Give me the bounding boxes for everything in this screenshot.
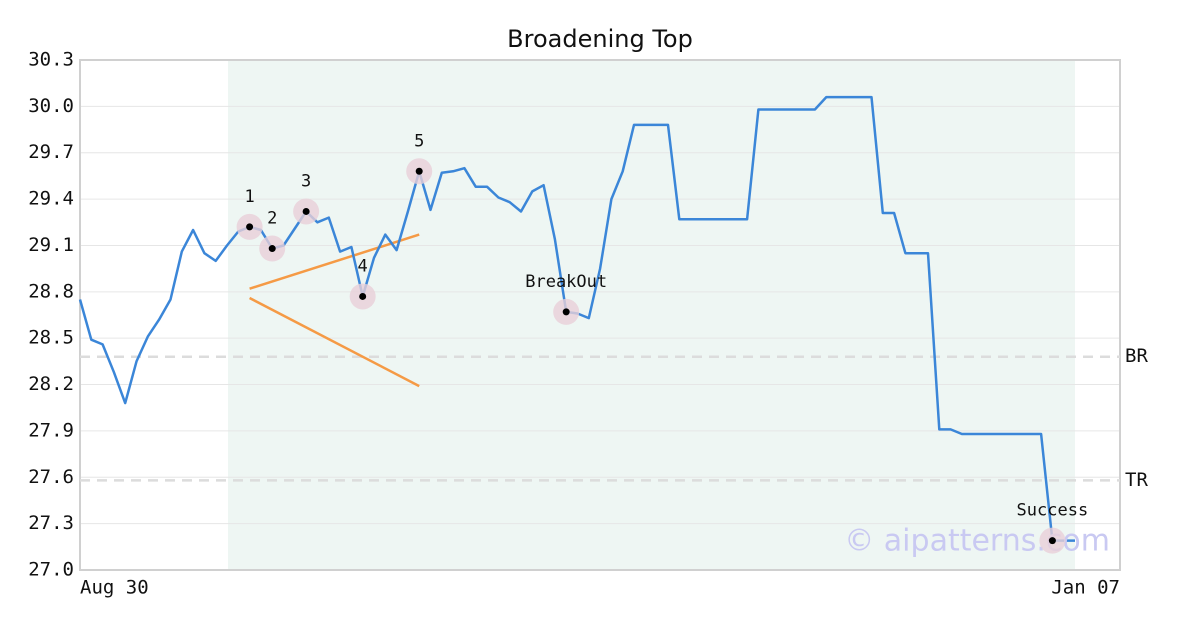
y-tick-label: 28.5: [28, 327, 74, 349]
pattern-point: [415, 167, 423, 175]
pattern-zone: [228, 60, 1075, 570]
y-tick-label: 29.1: [28, 234, 74, 256]
y-tick-label: 29.7: [28, 141, 74, 163]
y-tick-label: 30.3: [28, 49, 74, 71]
chart-title: Broadening Top: [507, 25, 693, 53]
y-tick-label: 28.8: [28, 280, 74, 302]
y-tick-label: 27.0: [28, 559, 74, 581]
plot-frame: [79, 59, 1121, 571]
point-label: 3: [301, 171, 311, 191]
pattern-point: [562, 308, 570, 316]
reference-label: BR: [1125, 345, 1148, 367]
pattern-point: [1048, 537, 1056, 545]
point-label: 1: [244, 187, 254, 207]
pattern-point: [246, 223, 254, 231]
trend-line: [249, 296, 420, 388]
y-tick-label: 27.9: [28, 419, 74, 441]
x-tick-label: Aug 30: [80, 577, 149, 599]
point-label: 2: [267, 209, 277, 229]
reference-label: TR: [1125, 469, 1148, 491]
y-tick-label: 28.2: [28, 373, 74, 395]
y-tick-label: 27.3: [28, 512, 74, 534]
y-tick-label: 29.4: [28, 188, 74, 210]
y-tick-label: 30.0: [28, 95, 74, 117]
point-label: Success: [1017, 501, 1089, 521]
watermark: © aipatterns.com: [844, 524, 1110, 559]
y-tick-label: 27.6: [28, 466, 74, 488]
pattern-point: [268, 245, 276, 253]
point-label: 5: [414, 131, 424, 151]
point-label: BreakOut: [525, 272, 607, 292]
x-tick-label: Jan 07: [1051, 577, 1120, 599]
pattern-point: [302, 207, 310, 215]
point-label: 4: [358, 256, 368, 276]
pattern-point: [359, 292, 367, 300]
